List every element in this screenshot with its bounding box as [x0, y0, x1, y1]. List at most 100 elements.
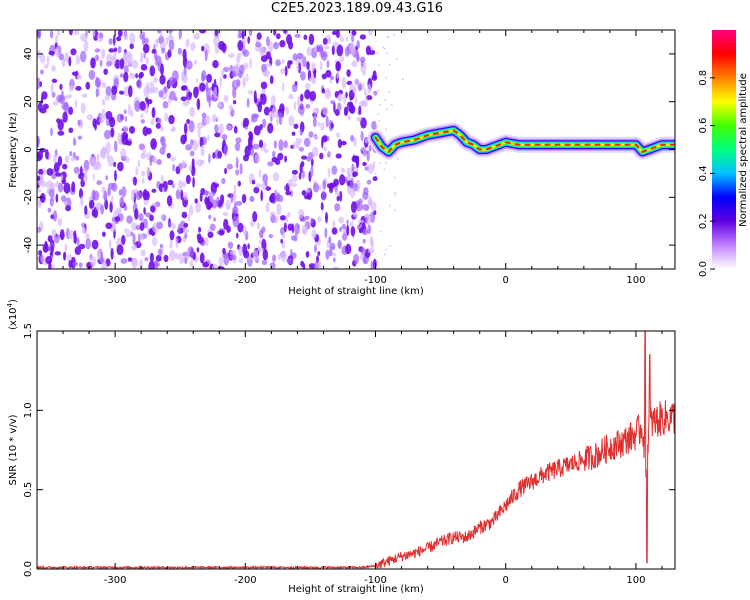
noise-speck	[376, 260, 379, 263]
noise-blob	[226, 163, 233, 170]
noise-blob	[320, 122, 325, 131]
noise-blob	[357, 185, 360, 193]
noise-blob	[37, 136, 40, 148]
noise-blob	[236, 52, 242, 58]
noise-blob	[116, 207, 123, 214]
noise-blob	[168, 39, 175, 51]
colorbar: 0.0 0.2 0.4 0.6 0.8 Normalized spectral ampl…	[698, 30, 749, 277]
noise-blob	[116, 36, 122, 42]
noise-blob	[64, 52, 69, 63]
noise-blob	[238, 245, 244, 257]
noise-blob	[287, 211, 291, 218]
noise-blob	[123, 228, 130, 234]
noise-blob	[359, 34, 367, 40]
noise-blob	[365, 45, 371, 56]
noise-blob	[37, 149, 44, 161]
noise-blob	[249, 57, 252, 69]
noise-blob	[78, 262, 83, 268]
noise-blob	[242, 225, 247, 236]
noise-blob	[212, 60, 219, 69]
snr-ticks: -300 -200 -100 0 100 0.0 0.5 1.0 1.5	[23, 323, 675, 586]
noise-blob	[105, 61, 113, 67]
noise-blob	[169, 238, 173, 249]
noise-blob	[202, 261, 210, 268]
noise-blob	[362, 239, 366, 244]
noise-blob	[213, 217, 217, 222]
noise-blob	[303, 137, 311, 147]
noise-blob	[107, 187, 111, 197]
noise-blob	[63, 95, 70, 100]
noise-blob	[305, 103, 311, 109]
noise-blob	[79, 165, 83, 176]
noise-blob	[185, 60, 193, 70]
noise-blob	[183, 122, 188, 135]
noise-blob	[102, 146, 108, 154]
noise-blob	[331, 165, 338, 175]
noise-blob	[61, 57, 66, 68]
x-tick-label: -100	[364, 575, 387, 586]
noise-blob	[156, 117, 162, 125]
noise-blob	[47, 207, 52, 213]
noise-blob	[325, 249, 330, 260]
noise-blob	[235, 56, 241, 63]
noise-blob	[188, 120, 195, 133]
noise-blob	[274, 189, 277, 195]
noise-blob	[335, 30, 340, 38]
noise-blob	[164, 112, 169, 122]
noise-blob	[294, 223, 300, 235]
noise-blob	[263, 148, 269, 153]
noise-blob	[80, 102, 86, 114]
noise-blob	[68, 106, 74, 116]
noise-blob	[201, 45, 205, 52]
noise-blob	[181, 85, 186, 91]
noise-blob	[81, 93, 88, 99]
noise-blob	[60, 174, 64, 181]
noise-blob	[146, 226, 150, 236]
noise-blob	[64, 155, 70, 163]
noise-blob	[359, 254, 365, 260]
noise-blob	[361, 100, 368, 108]
noise-blob	[372, 258, 377, 269]
noise-blob	[59, 229, 65, 241]
noise-blob	[233, 184, 237, 195]
noise-blob	[52, 101, 59, 106]
noise-blob	[235, 201, 243, 206]
noise-blob	[149, 214, 154, 222]
noise-blob	[319, 152, 324, 160]
noise-blob	[138, 213, 144, 222]
noise-blob	[259, 47, 266, 57]
noise-blob	[167, 49, 172, 58]
noise-blob	[119, 90, 125, 95]
noise-blob	[106, 53, 113, 63]
noise-blob	[281, 234, 286, 239]
noise-blob	[151, 237, 158, 247]
noise-speck	[394, 192, 397, 194]
noise-blob	[349, 187, 356, 198]
noise-blob	[80, 196, 84, 207]
noise-speck	[374, 172, 377, 175]
noise-blob	[227, 241, 234, 249]
noise-blob	[237, 40, 244, 52]
noise-blob	[163, 254, 169, 263]
y-tick-label: -40	[23, 237, 34, 253]
noise-blob	[92, 30, 96, 38]
noise-blob	[278, 253, 281, 261]
noise-blob	[185, 38, 190, 48]
noise-blob	[346, 219, 349, 226]
noise-speck	[383, 47, 386, 50]
noise-blob	[116, 113, 124, 123]
y-tick-label: 20	[23, 95, 34, 108]
noise-blob	[360, 59, 365, 69]
noise-speck	[397, 157, 399, 160]
noise-blob	[68, 85, 75, 92]
noise-blob	[203, 43, 210, 56]
noise-blob	[372, 70, 377, 79]
noise-blob	[198, 226, 202, 233]
noise-blob	[250, 147, 255, 157]
noise-blob	[190, 139, 194, 146]
noise-blob	[116, 244, 124, 256]
noise-blob	[233, 125, 238, 134]
noise-blob	[325, 115, 329, 128]
noise-blob	[351, 60, 358, 68]
noise-blob	[39, 81, 42, 88]
